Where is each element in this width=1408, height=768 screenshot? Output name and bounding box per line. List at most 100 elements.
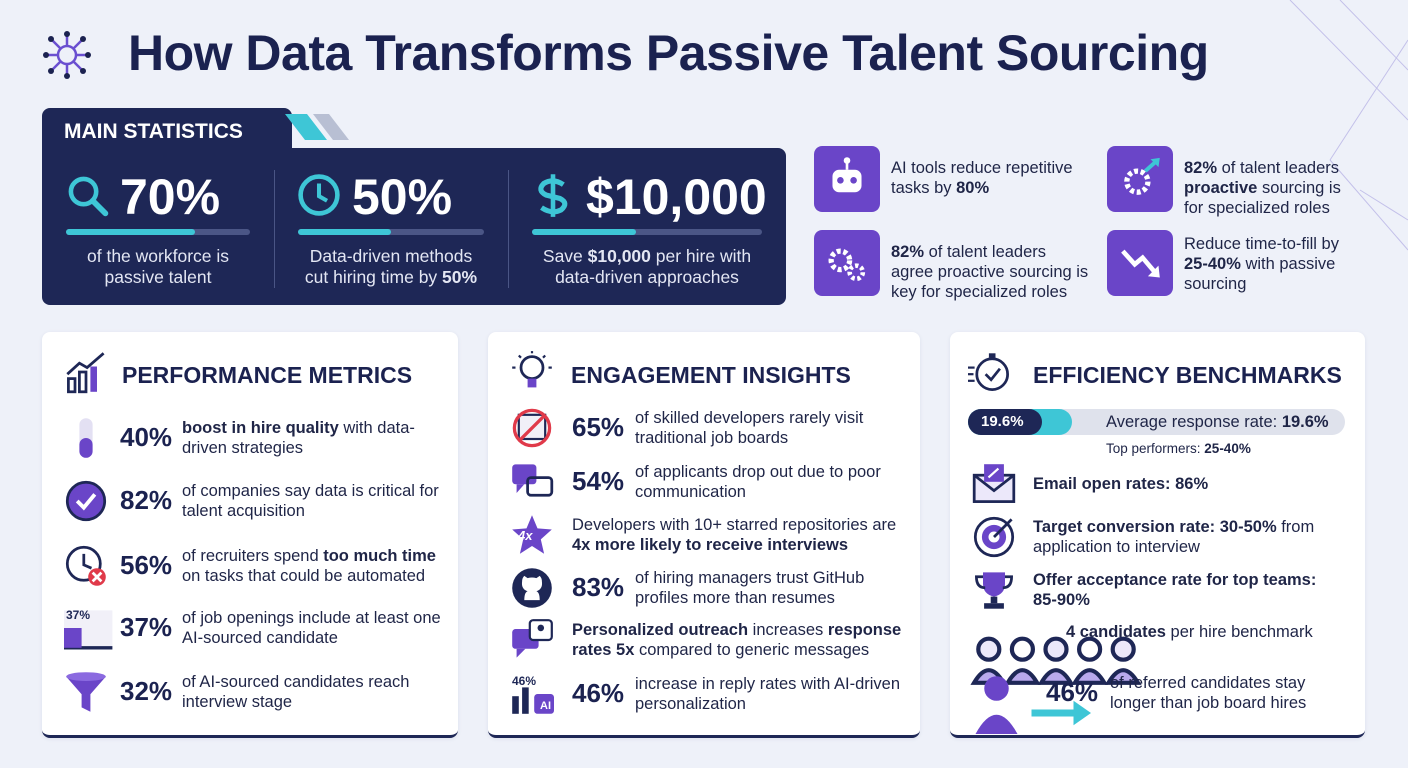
- icon-part: [527, 378, 537, 388]
- icon-label: 46%: [512, 674, 537, 688]
- icon-part: [80, 68, 86, 74]
- text-segment: on tasks that could be automated: [182, 567, 426, 585]
- icon-part: [85, 52, 91, 58]
- icon-part: [64, 73, 70, 79]
- description: of the workforce is passive talent: [64, 246, 252, 288]
- title: How Data Transforms Passive Talent Sourc…: [128, 25, 1209, 81]
- divider: [274, 170, 275, 288]
- icon-part: [1077, 636, 1103, 662]
- description: Email open rates: 86%: [1033, 474, 1343, 494]
- icon: [298, 174, 340, 216]
- bar-fill: [66, 229, 195, 235]
- icon: [538, 174, 568, 217]
- icon: [64, 610, 113, 650]
- icon-part: [1009, 636, 1035, 662]
- card-heading: PERFORMANCE METRICS: [122, 362, 413, 388]
- highlight-text: Reduce time-to-fill by 25-40% with passi…: [1184, 234, 1354, 294]
- description: 4 candidates per hire benchmark: [1066, 622, 1336, 642]
- icon-part: [80, 36, 86, 42]
- icon-part: [73, 61, 83, 71]
- stats-panel: [42, 148, 786, 305]
- icon-part: [91, 571, 103, 583]
- icon-part: [973, 474, 1015, 493]
- icon-part: [843, 157, 851, 164]
- text-segment: Email open rates: 86%: [1033, 475, 1209, 493]
- icon: [68, 176, 109, 217]
- icon-part: [832, 157, 862, 193]
- icon-part: [976, 636, 1002, 662]
- icon-part: [1107, 146, 1173, 212]
- icon: [968, 353, 1009, 391]
- icon-part: [1121, 249, 1159, 277]
- icon-part: [75, 493, 97, 511]
- text-segment: proactive: [1184, 179, 1258, 197]
- text-segment: Top performers:: [1106, 441, 1205, 456]
- icon: [66, 672, 106, 712]
- icon-part: [1037, 668, 1075, 685]
- text-segment: of the workforce is passive talent: [87, 246, 229, 287]
- text-segment: increase in reply rates with AI-driven p…: [635, 675, 901, 713]
- text-segment: too much time: [323, 547, 436, 565]
- card-engagement: [488, 332, 920, 738]
- stat: 32%: [120, 676, 173, 706]
- text-segment: Save: [542, 246, 588, 266]
- icon-part: [316, 183, 329, 203]
- text-segment: sourcing is for specialized roles: [1184, 179, 1341, 217]
- icon-part: [1339, 0, 1408, 71]
- icon-part: [534, 694, 554, 714]
- description: increase in reply rates with AI-driven p…: [635, 674, 906, 714]
- text-segment: Personalized outreach: [572, 621, 749, 639]
- icon-part: [516, 648, 526, 658]
- description: of AI-sourced candidates reach interview…: [182, 672, 444, 712]
- icon-part: [832, 169, 862, 193]
- description: of referred candidates stay longer than …: [1110, 673, 1350, 713]
- text-segment: per hire benchmark: [1165, 623, 1313, 641]
- icon-part: [970, 636, 1142, 685]
- icon-part: [984, 367, 1001, 382]
- icon-part: [518, 354, 522, 359]
- stat: 46%: [1046, 677, 1099, 707]
- icon-part: [1289, 0, 1408, 121]
- icon-part: [73, 39, 83, 49]
- text-segment: 25-40%: [1204, 441, 1251, 456]
- description: Personalized outreach increases response…: [572, 620, 906, 660]
- text-segment: from application to interview: [1033, 518, 1315, 556]
- text-segment: 4x more likely to receive interviews: [572, 536, 849, 554]
- text-segment: 19.6%: [1281, 413, 1329, 431]
- stat: 65%: [572, 412, 625, 442]
- icon-label: 37%: [66, 608, 91, 622]
- highlight-text: 82% of talent leaders proactive sourcing…: [1184, 158, 1354, 218]
- icon-part: [1071, 668, 1108, 685]
- icon-part: [65, 480, 107, 522]
- description: Target conversion rate: 30-50% from appl…: [1033, 517, 1343, 557]
- text-segment: of applicants drop out due to poor commu…: [635, 463, 881, 501]
- icon-part: [1147, 265, 1160, 278]
- icon-part: [512, 515, 552, 554]
- icon-part: [48, 68, 54, 74]
- stat-value: 70%: [120, 169, 221, 225]
- icon-part: [512, 464, 537, 485]
- icon: [814, 230, 880, 296]
- icon-part: [984, 603, 1004, 609]
- icon-part: [79, 438, 93, 458]
- stats-heading: MAIN STATISTICS: [64, 120, 243, 143]
- text-segment: Developers with 10+ starred repositories…: [572, 516, 897, 534]
- icon: [512, 687, 554, 714]
- icon-part: [973, 516, 1015, 558]
- stat-value: $10,000: [586, 169, 767, 225]
- icon-part: [522, 687, 529, 714]
- icon: [512, 619, 553, 658]
- text-segment: 25-40%: [1184, 255, 1241, 273]
- card-heading: EFFICIENCY BENCHMARKS: [1033, 362, 1342, 388]
- text-segment: 50%: [442, 267, 478, 287]
- icon-part: [988, 353, 996, 358]
- icon-part: [67, 377, 77, 394]
- stat: 83%: [572, 572, 625, 602]
- text-segment: of talent leaders: [1217, 159, 1340, 177]
- rate-note: Top performers: 25-40%: [1106, 440, 1326, 458]
- text-segment: of recruiters spend: [182, 547, 324, 565]
- description: of skilled developers rarely visit tradi…: [635, 408, 906, 448]
- icon-part: [1329, 159, 1408, 251]
